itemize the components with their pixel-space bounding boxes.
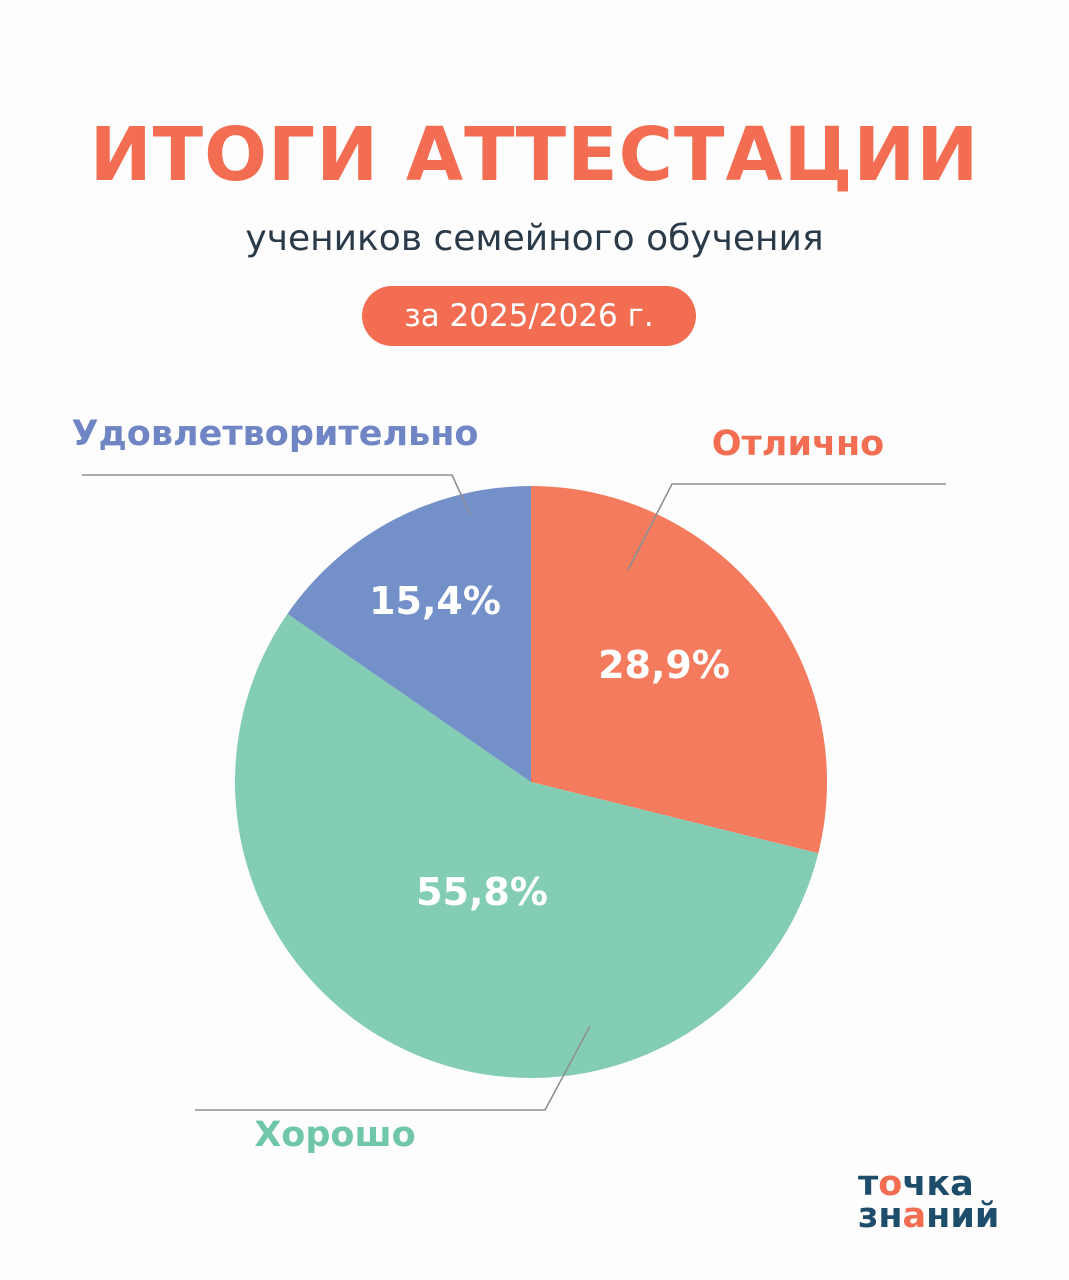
category-label-good: Хорошо (254, 1115, 415, 1155)
slice-value-label-excellent: 28,9% (598, 643, 730, 687)
leader-line-satisfactory (82, 474, 471, 515)
leader-line-excellent (627, 483, 946, 571)
slice-value-label-satisfactory: 15,4% (369, 579, 501, 623)
slice-value-label-good: 55,8% (416, 870, 548, 914)
leader-line-good (195, 1025, 591, 1111)
pie-slice-good (235, 613, 819, 1078)
category-label-excellent: Отлично (712, 424, 884, 464)
page-subtitle: учеников семейного обучения (245, 218, 824, 259)
brand-logo: точка знаний (858, 1166, 1038, 1246)
category-label-satisfactory: Удовлетворительно (72, 414, 479, 454)
pie-slice-excellent (531, 486, 828, 854)
logo-line-2: знаний (858, 1196, 1000, 1236)
pie-slice-satisfactory (287, 486, 531, 782)
period-badge: за 2025/2026 г. (362, 286, 696, 346)
logo-line-1: точка (858, 1164, 974, 1204)
page-title: ИТОГИ АТТЕСТАЦИИ (89, 112, 980, 198)
